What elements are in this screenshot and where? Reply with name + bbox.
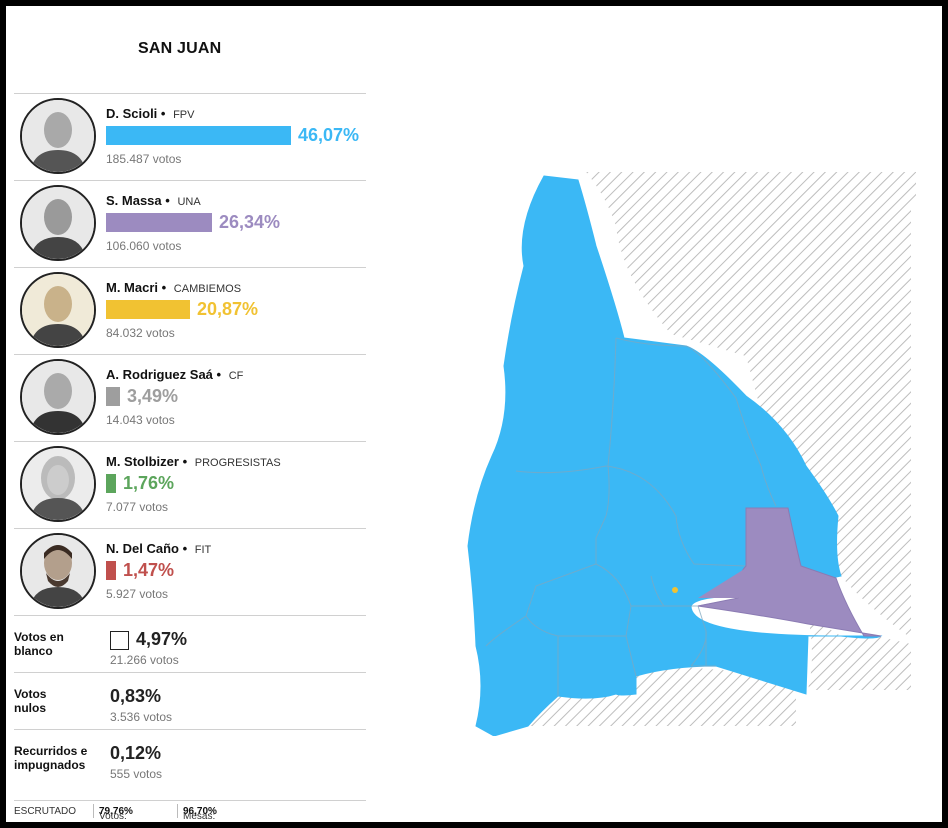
contested-votes-percent: 0,12% [110,743,162,763]
results-panel: SAN JUAN D. Scioli • FPV 46,07% 185.487 … [6,6,942,822]
neighbor-region [808,616,911,690]
candidate-party: CAMBIEMOS [173,283,242,295]
candidate-row[interactable]: A. Rodriguez Saá • CF 3,49% 14.043 votos [14,354,366,441]
candidate-photo [20,98,96,174]
blank-votes-label: Votos en blanco [14,630,64,658]
contested-votes-count: 555 votos [110,767,163,781]
candidate-row[interactable]: S. Massa • UNA 26,34% 106.060 votos [14,180,366,267]
candidate-photo [20,272,96,348]
blank-votes-percent: 4,97% [136,629,188,649]
candidate-row[interactable]: N. Del Caño • FIT 1,47% 5.927 votos [14,528,366,615]
candidate-row[interactable]: M. Macri • CAMBIEMOS 20,87% 84.032 votos [14,267,366,354]
contested-votes-row: Recurridos e impugnados 0,12% 555 votos [14,729,366,787]
province-map[interactable] [446,166,916,736]
vote-share-percent: 1,47% [123,560,175,580]
tables-scrutinized: Mesas: 96,70% [183,806,217,822]
vote-share-percent: 46,07% [298,125,360,145]
votes-scrutinized: Votos: 79,76% [99,806,133,822]
null-votes-label: Votos nulos [14,687,47,715]
candidate-photo [20,185,96,261]
null-votes-row: Votos nulos 0,83% 3.536 votos [14,672,366,730]
candidate-name: N. Del Caño • FIT [106,541,212,556]
vote-share-percent: 26,34% [219,212,281,232]
null-votes-count: 3.536 votos [110,710,173,724]
candidate-party: UNA [177,196,201,208]
vote-count: 185.487 votos [106,152,182,166]
vote-share-percent: 1,76% [123,473,175,493]
department-borders [485,337,777,696]
vote-share-bar [106,126,291,145]
candidate-name: M. Stolbizer • PROGRESISTAS [106,454,281,469]
candidate-photo [20,359,96,435]
vote-share-bar [106,474,116,493]
vote-count: 106.060 votos [106,239,182,253]
vote-count: 84.032 votos [106,326,175,340]
candidate-party: PROGRESISTAS [194,457,281,469]
neighbor-region [586,172,916,202]
vote-share-bar [106,213,212,232]
candidate-party: FPV [173,109,195,121]
vote-count: 7.077 votos [106,500,169,514]
vote-share-percent: 3,49% [127,386,179,406]
vote-share-percent: 20,87% [197,299,259,319]
vote-count: 5.927 votos [106,587,169,601]
candidate-row[interactable]: D. Scioli • FPV 46,07% 185.487 votos [14,93,366,180]
blank-votes-swatch [110,631,129,650]
vote-count: 14.043 votos [106,413,175,427]
region-fpv[interactable] [467,175,883,736]
blank-votes-count: 21.266 votos [110,653,179,667]
candidate-party: CF [228,370,244,382]
vote-share-bar [106,561,116,580]
contested-votes-label: Recurridos e impugnados [14,744,88,772]
vote-share-bar [106,387,120,406]
candidate-photo [20,446,96,522]
null-votes-percent: 0,83% [110,686,162,706]
candidate-name: D. Scioli • FPV [106,106,195,121]
blank-votes-row: Votos en blanco 4,97% 21.266 votos [14,615,366,673]
neighbor-region [526,666,796,726]
escrutado-label: ESCRUTADO [14,806,77,817]
candidate-name: A. Rodriguez Saá • CF [106,367,244,382]
province-title: SAN JUAN [138,40,222,57]
region-cambiemos[interactable] [672,587,678,593]
region-una[interactable] [698,568,747,598]
vote-share-bar [106,300,190,319]
candidate-name: S. Massa • UNA [106,193,201,208]
candidate-photo [20,533,96,609]
candidate-party: FIT [194,544,212,556]
candidate-row[interactable]: M. Stolbizer • PROGRESISTAS 1,76% 7.077 … [14,441,366,528]
candidate-name: M. Macri • CAMBIEMOS [106,280,242,295]
scrutiny-footer: ESCRUTADO Votos: 79,76% Mesas: 96,70% [14,800,366,822]
